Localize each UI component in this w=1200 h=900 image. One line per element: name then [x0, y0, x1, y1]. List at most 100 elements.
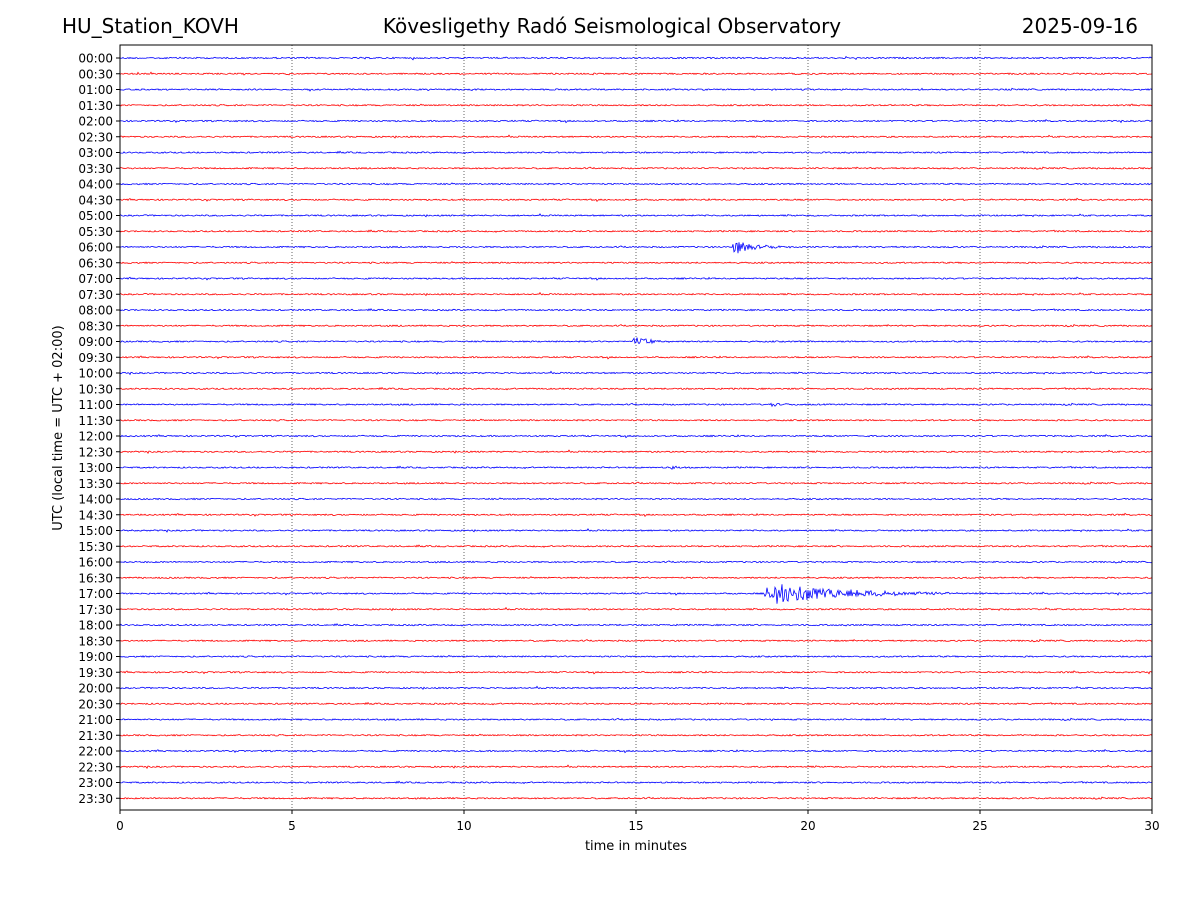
trace-2330	[119, 796, 1153, 800]
trace-0430	[119, 197, 1153, 202]
chart-title: Kövesligethy Radó Seismological Observat…	[382, 14, 842, 38]
trace-0730	[119, 291, 1153, 297]
y-tick-label: 00:00	[78, 52, 113, 66]
y-tick-label: 17:30	[78, 603, 113, 617]
y-tick-label: 15:30	[78, 540, 113, 554]
trace-1830	[119, 639, 1153, 643]
trace-1330	[119, 481, 1153, 485]
trace-1100	[119, 402, 1153, 408]
y-tick-label: 05:30	[78, 225, 113, 239]
x-tick-label: 30	[1144, 819, 1159, 833]
trace-0330	[119, 166, 1153, 170]
trace-0300	[119, 150, 1153, 155]
x-tick-label: 15	[628, 819, 643, 833]
y-tick-label: 08:30	[78, 319, 113, 333]
y-tick-label: 08:00	[78, 304, 113, 318]
trace-2000	[119, 685, 1153, 690]
y-tick-label: 21:30	[78, 729, 113, 743]
trace-1430	[119, 512, 1153, 517]
chart-date: 2025-09-16	[1021, 14, 1138, 38]
trace-0200	[119, 118, 1153, 124]
y-tick-label: 07:00	[78, 272, 113, 286]
y-tick-label: 05:00	[78, 209, 113, 223]
trace-1400	[119, 497, 1153, 501]
y-tick-label: 07:30	[78, 288, 113, 302]
trace-0900	[119, 337, 1153, 345]
y-tick-label: 14:00	[78, 493, 113, 507]
x-tick-label: 25	[972, 819, 987, 833]
trace-1500	[119, 528, 1153, 533]
trace-1200	[119, 433, 1153, 439]
x-axis: 0 5 10 15 20 25 30	[116, 810, 1160, 833]
y-tick-label: 09:30	[78, 351, 113, 365]
y-tick-label: 06:00	[78, 241, 113, 255]
trace-2030	[119, 701, 1153, 706]
y-tick-label: 20:30	[78, 697, 113, 711]
trace-1900	[119, 654, 1153, 658]
y-tick-label: 14:30	[78, 508, 113, 522]
trace-0000	[119, 55, 1153, 61]
y-tick-label: 01:00	[78, 83, 113, 97]
y-tick-label: 18:30	[78, 634, 113, 648]
trace-0100	[119, 87, 1153, 92]
y-tick-label: 16:00	[78, 556, 113, 570]
x-tick-label: 10	[456, 819, 471, 833]
y-tick-label: 19:30	[78, 666, 113, 680]
trace-0400	[119, 182, 1153, 186]
x-axis-label: time in minutes	[585, 839, 687, 854]
trace-1000	[119, 370, 1153, 376]
trace-2300	[119, 780, 1153, 785]
y-tick-label: 10:00	[78, 367, 113, 381]
trace-1130	[119, 418, 1153, 422]
y-tick-label: 06:30	[78, 256, 113, 270]
grid-lines	[291, 45, 981, 810]
y-axis-label: UTC (local time = UTC + 02:00)	[51, 325, 66, 530]
y-tick-label: 23:30	[78, 792, 113, 806]
trace-2100	[119, 717, 1153, 722]
trace-0630	[119, 261, 1153, 265]
y-tick-label: 04:30	[78, 193, 113, 207]
y-tick-label: 15:00	[78, 524, 113, 538]
x-tick-label: 5	[288, 819, 296, 833]
y-tick-label: 02:00	[78, 115, 113, 129]
trace-0800	[119, 308, 1153, 312]
trace-0600	[119, 242, 1153, 254]
y-tick-label: 22:00	[78, 745, 113, 759]
trace-1230	[119, 449, 1153, 454]
trace-0030	[119, 71, 1153, 76]
y-tick-label: 09:00	[78, 335, 113, 349]
trace-2230	[119, 764, 1153, 769]
y-tick-label: 04:00	[78, 178, 113, 192]
trace-0530	[119, 229, 1153, 233]
y-tick-label: 11:30	[78, 414, 113, 428]
y-tick-label: 01:30	[78, 99, 113, 113]
y-tick-label: 03:00	[78, 146, 113, 160]
trace-2200	[119, 748, 1153, 754]
trace-0130	[119, 103, 1153, 107]
seismogram-traces	[119, 55, 1153, 800]
y-tick-label: 11:00	[78, 398, 113, 412]
trace-2130	[119, 733, 1153, 737]
trace-1300	[119, 465, 1153, 470]
y-tick-label: 22:30	[78, 760, 113, 774]
trace-1730	[119, 606, 1153, 612]
trace-0500	[119, 213, 1153, 218]
trace-0230	[119, 134, 1153, 139]
trace-0700	[119, 276, 1153, 281]
y-tick-label: 13:00	[78, 461, 113, 475]
trace-1930	[119, 670, 1153, 675]
y-tick-label: 18:00	[78, 619, 113, 633]
y-tick-label: 12:30	[78, 445, 113, 459]
trace-0930	[119, 355, 1153, 360]
trace-1630	[119, 576, 1153, 580]
trace-1600	[119, 560, 1153, 564]
trace-0830	[119, 324, 1153, 328]
y-tick-label: 16:30	[78, 571, 113, 585]
trace-1700	[119, 584, 1153, 604]
y-tick-label: 02:30	[78, 130, 113, 144]
trace-1030	[119, 386, 1153, 391]
y-tick-label: 10:30	[78, 382, 113, 396]
y-tick-label: 00:30	[78, 67, 113, 81]
